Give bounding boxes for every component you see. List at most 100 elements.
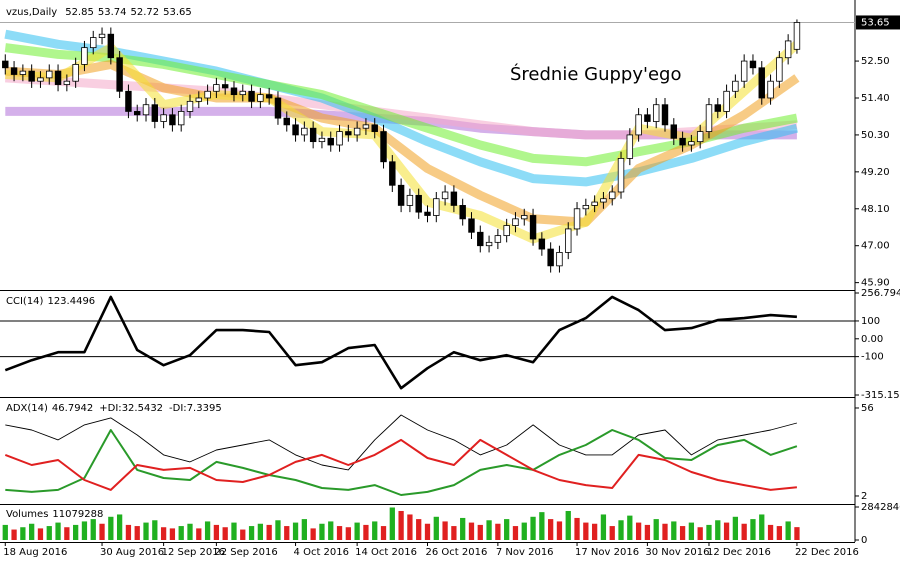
x-tick-label: 17 Nov 2016 [575,547,639,558]
candle-body [72,64,79,82]
x-tick-label: 14 Oct 2016 [355,547,417,558]
volume-bar [600,514,607,540]
candle-body [98,33,106,38]
candle-body [239,90,246,96]
candle-body [705,104,713,132]
candle-body [547,248,554,267]
volume-bar [372,521,378,540]
volume-bar [565,510,571,540]
candle-body [732,80,739,92]
header-part: 53.74 [98,7,127,18]
volume-bar [266,524,272,540]
volume-bar [495,523,501,540]
volume-bar [416,519,422,540]
indicator-line [5,429,798,496]
volume-bar [354,522,360,540]
volume-bar [64,527,70,540]
candle-body [529,215,537,240]
volume-bar [759,514,765,540]
volume-bar [618,520,624,540]
header-part: ADX(14) [6,403,48,414]
x-tick-label: 18 Aug 2016 [3,547,67,558]
candle-body [415,194,422,213]
price-marker-label: 53.65 [861,17,890,28]
y-tick-label: 45.90 [861,278,890,289]
volume-bar [99,523,105,540]
candle-body [230,87,238,96]
candle-body [450,191,458,206]
volume-bar [468,522,475,540]
panel-header: CCI(14) 123.4496 [6,296,95,307]
candle-body [600,198,607,203]
y-tick-label: 51.40 [861,93,890,104]
volume-bar [11,529,17,540]
candle-body [459,205,466,220]
volume-bar [662,523,668,540]
x-tick-label: 12 Sep 2016 [162,547,225,558]
volume-bar [319,523,325,540]
header-part: 52.72 [130,7,159,18]
y-tick-label: -100 [861,352,884,363]
header-part: -DI: [169,403,187,414]
header-part: 11079288 [52,509,103,520]
volume-bar [363,524,369,540]
candle-body [318,137,326,143]
volume-bar [134,526,140,540]
candle-body [160,114,167,122]
volume-bar [635,522,642,540]
y-tick-label: 56 [861,403,874,414]
volume-bar [706,524,712,540]
candle-body [345,131,352,136]
volume-bar [389,507,395,540]
candle-body [248,90,255,102]
candle-body [353,127,361,136]
volume-bar [187,523,193,540]
volume-bar [90,519,96,540]
candle-body [696,131,704,143]
candle-body [644,114,651,122]
candle-body [512,218,519,226]
volume-bar [723,522,730,540]
volume-bar [204,521,211,540]
volume-bar [240,529,246,540]
x-tick-label: 30 Nov 2016 [645,547,709,558]
candle-body [125,90,132,112]
volume-bar [460,517,466,540]
candle-body [362,124,370,129]
volume-bar [433,516,439,540]
header-part: 52.85 [65,7,94,18]
y-tick-label: 100 [861,316,880,327]
volume-bar [143,522,149,540]
x-tick-label: 7 Nov 2016 [496,547,554,558]
candle-body [485,241,493,247]
candle-body [758,67,765,99]
volume-bar [627,515,633,540]
candle-body [626,134,634,159]
volume-bar [732,516,739,540]
volume-bar [451,526,457,540]
candle-body [617,158,625,193]
volume-bar [574,517,580,540]
candle-body [609,191,616,200]
volume-bar [108,516,114,540]
header-part: vzus,Daily [6,7,57,18]
candle-body [28,70,35,82]
candle-body [573,208,581,230]
volume-bar [345,527,351,540]
volume-bar [504,519,510,540]
y-tick-label: 47.00 [861,241,890,252]
candle-body [371,124,378,132]
y-tick-label: 2 [861,491,867,502]
y-tick-label: 0 [861,535,867,546]
candle-body [767,80,774,99]
candle-body [90,37,97,49]
volume-bar [530,516,536,540]
volume-bar [169,528,176,540]
volume-bar [794,527,800,540]
candle-body [2,60,9,69]
volume-bar [301,519,307,540]
volume-bar [442,521,448,540]
volume-bar [776,526,782,540]
candle-body [406,194,414,206]
candle-body [424,211,431,216]
